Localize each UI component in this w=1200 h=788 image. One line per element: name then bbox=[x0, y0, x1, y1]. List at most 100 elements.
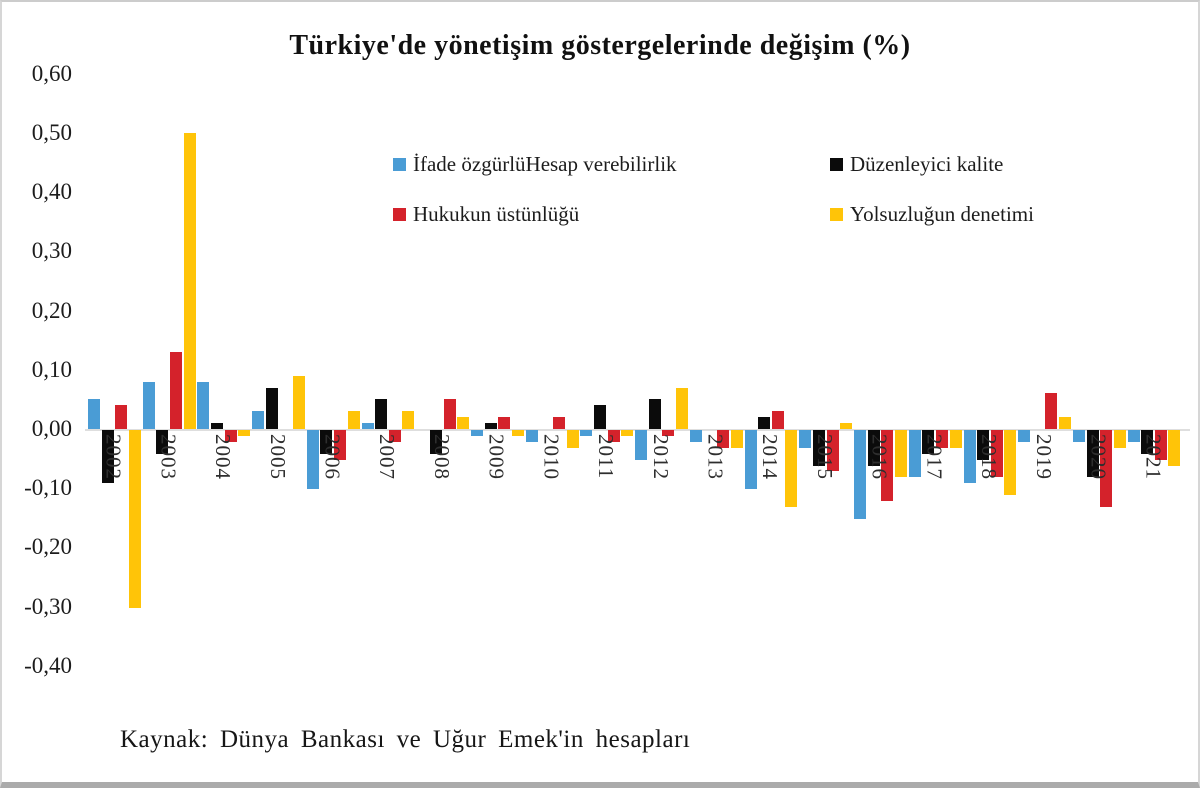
bar-2018-series0 bbox=[963, 430, 976, 484]
bar-2004-series3 bbox=[238, 430, 251, 436]
bar-2011-series2 bbox=[607, 430, 620, 442]
y-tick-label: 0,00 bbox=[31, 416, 72, 441]
bar-2018-series3 bbox=[1004, 430, 1017, 496]
x-tick-label: 2002 bbox=[101, 434, 126, 480]
bar-2015-series3 bbox=[840, 423, 853, 429]
y-tick-label: 0,10 bbox=[31, 356, 72, 382]
legend-swatch-icon bbox=[393, 208, 406, 221]
bar-2003-series0 bbox=[142, 381, 155, 429]
bar-2020-series3 bbox=[1113, 430, 1126, 448]
bar-2008-series1 bbox=[429, 430, 442, 454]
bar-2012-series3 bbox=[676, 387, 688, 429]
bar-2018-series2 bbox=[990, 430, 1003, 478]
bar-2020-series0 bbox=[1072, 430, 1085, 442]
y-tick-label: -0,30 bbox=[24, 593, 72, 619]
y-tick-label: -0,40 bbox=[24, 652, 72, 678]
bar-2019-series2 bbox=[1045, 393, 1058, 429]
bar-2020-series2 bbox=[1100, 430, 1113, 507]
bar-2018-series1 bbox=[977, 430, 990, 460]
bar-2020-series1 bbox=[1086, 430, 1099, 478]
source-note: Kaynak: Dünya Bankası ve Uğur Emek'in he… bbox=[120, 726, 691, 753]
bar-2002-series0 bbox=[88, 399, 100, 429]
bar-2004-series0 bbox=[197, 381, 210, 429]
x-tick-label: 2012 bbox=[648, 434, 673, 480]
x-tick-label: 2010 bbox=[539, 434, 564, 480]
bar-2016-series1 bbox=[867, 430, 880, 466]
x-tick-label: 2003 bbox=[156, 434, 181, 480]
y-tick-label: -0,20 bbox=[24, 534, 72, 560]
bar-2012-series0 bbox=[635, 430, 648, 460]
bar-2021-series0 bbox=[1127, 430, 1140, 442]
bar-2010-series2 bbox=[552, 417, 565, 429]
bar-2014-series2 bbox=[771, 411, 784, 429]
bar-2012-series1 bbox=[648, 399, 661, 429]
y-tick-label: -0,10 bbox=[24, 475, 72, 501]
y-tick-label: 0,50 bbox=[31, 120, 72, 145]
bar-2016-series3 bbox=[894, 430, 907, 478]
bar-2005-series3 bbox=[292, 375, 305, 429]
legend-label: Yolsuzluğun denetimi bbox=[850, 202, 1034, 226]
x-tick-label: 2009 bbox=[484, 434, 509, 480]
bar-2012-series2 bbox=[662, 430, 675, 436]
x-tick-label: 2011 bbox=[594, 434, 619, 480]
x-tick-label: 2013 bbox=[703, 434, 728, 480]
chart-title: Türkiye'de yönetişim göstergelerinde değ… bbox=[289, 30, 911, 61]
legend-swatch-icon bbox=[830, 208, 843, 221]
bar-2006-series2 bbox=[334, 430, 347, 460]
bar-2019-series3 bbox=[1059, 417, 1072, 429]
bar-2017-series0 bbox=[908, 430, 921, 478]
legend-label: Düzenleyici kalite bbox=[850, 152, 1004, 176]
legend-label: İfade özgürlüHesap verebilirlik bbox=[413, 152, 677, 176]
bar-2006-series0 bbox=[306, 430, 319, 490]
legend-swatch-icon bbox=[393, 158, 406, 171]
bar-2013-series3 bbox=[730, 430, 743, 448]
bar-2010-series3 bbox=[566, 430, 579, 448]
bar-2017-series3 bbox=[949, 430, 962, 448]
bar-2011-series1 bbox=[594, 405, 607, 429]
bar-2017-series1 bbox=[922, 430, 935, 454]
x-tick-label: 2008 bbox=[429, 434, 454, 480]
x-tick-label: 2006 bbox=[320, 434, 345, 480]
bar-2011-series0 bbox=[580, 430, 593, 436]
y-tick-label: 0,60 bbox=[31, 60, 72, 86]
bar-2013-series0 bbox=[689, 430, 702, 442]
bar-2015-series0 bbox=[799, 430, 812, 448]
legend-label: Hukukun üstünlüğü bbox=[413, 202, 580, 226]
bar-2019-series0 bbox=[1018, 430, 1031, 442]
bar-2003-series1 bbox=[156, 430, 169, 454]
bar-2002-series3 bbox=[128, 430, 141, 608]
bar-2005-series0 bbox=[252, 411, 265, 429]
bar-2007-series2 bbox=[388, 430, 401, 442]
bar-2009-series3 bbox=[511, 430, 524, 436]
bar-2016-series0 bbox=[854, 430, 867, 519]
x-tick-label: 2004 bbox=[211, 434, 236, 480]
bar-2009-series2 bbox=[498, 417, 511, 429]
bar-2021-series1 bbox=[1141, 430, 1154, 454]
bar-2009-series1 bbox=[484, 423, 497, 429]
bar-2008-series2 bbox=[443, 399, 456, 429]
x-tick-label: 2016 bbox=[867, 434, 892, 480]
y-tick-label: 0,20 bbox=[31, 297, 72, 323]
bar-2008-series3 bbox=[457, 417, 470, 429]
bar-2014-series0 bbox=[744, 430, 757, 490]
bar-2006-series3 bbox=[347, 411, 360, 429]
y-tick-label: 0,40 bbox=[31, 179, 72, 205]
bar-2007-series3 bbox=[402, 411, 415, 429]
x-tick-label: 2017 bbox=[922, 434, 947, 480]
y-tick-label: 0,30 bbox=[31, 238, 72, 264]
bar-2009-series0 bbox=[471, 430, 484, 436]
bar-2011-series3 bbox=[621, 430, 634, 436]
x-tick-label: 2021 bbox=[1141, 434, 1166, 480]
bar-2017-series2 bbox=[936, 430, 948, 448]
bar-2014-series1 bbox=[758, 417, 771, 429]
bar-2016-series2 bbox=[881, 430, 894, 502]
bar-2003-series3 bbox=[183, 133, 196, 429]
x-tick-label: 2015 bbox=[812, 434, 837, 480]
bar-2006-series1 bbox=[320, 430, 333, 454]
bar-2007-series0 bbox=[361, 423, 374, 429]
x-tick-label: 2007 bbox=[375, 434, 400, 480]
x-tick-label: 2020 bbox=[1086, 434, 1111, 480]
bar-2015-series2 bbox=[826, 430, 839, 472]
bar-2002-series2 bbox=[115, 405, 128, 429]
